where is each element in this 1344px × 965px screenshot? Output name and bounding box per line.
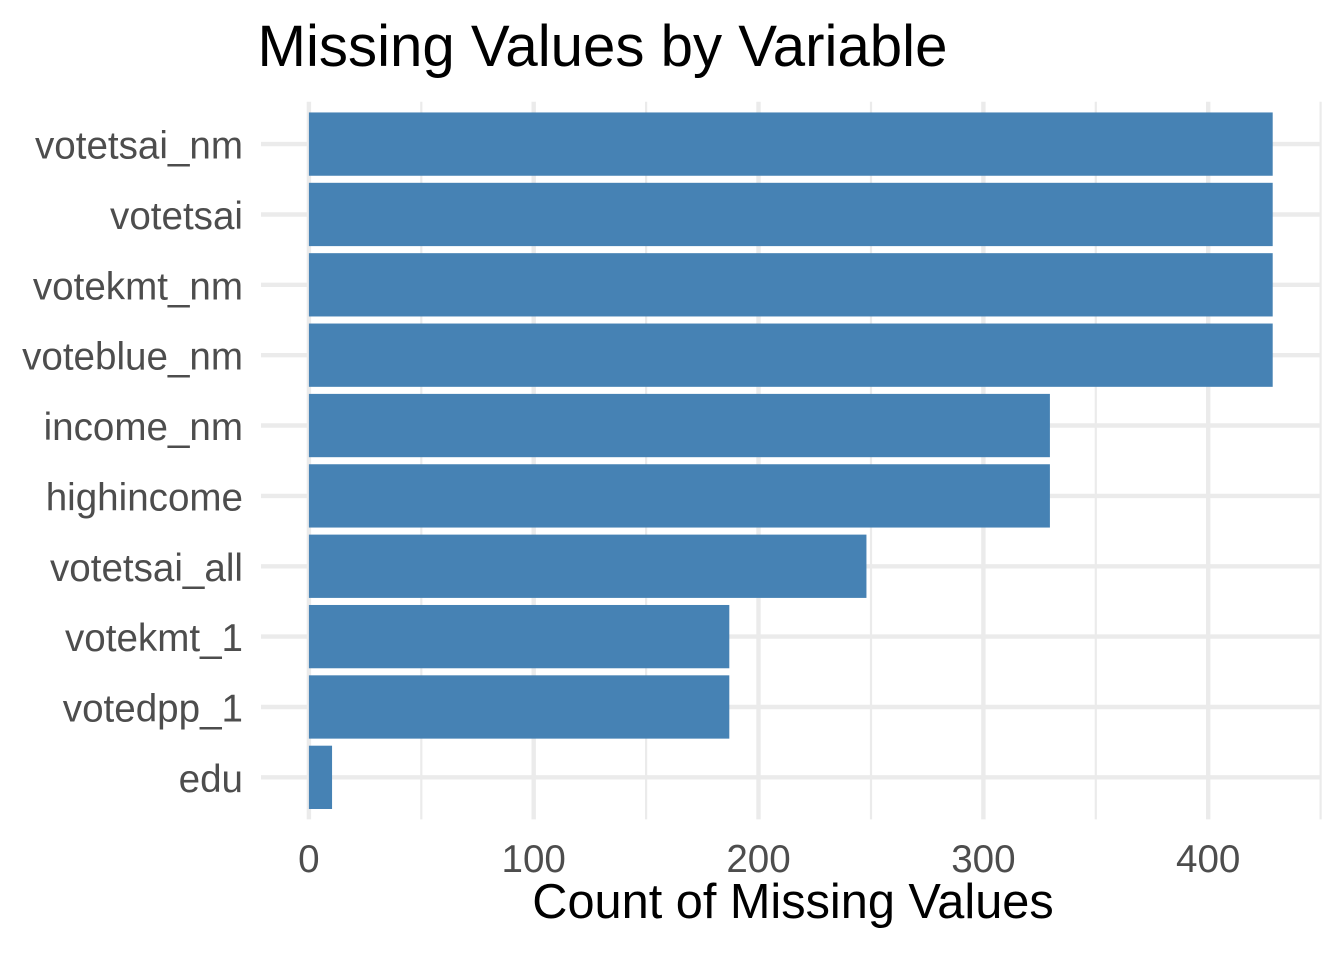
svg-text:200: 200	[726, 838, 790, 881]
svg-text:votedpp_1: votedpp_1	[63, 687, 243, 730]
svg-text:Count of Missing Values: Count of Missing Values	[532, 875, 1053, 929]
svg-text:300: 300	[951, 838, 1015, 881]
svg-text:Missing Values by Variable: Missing Values by Variable	[258, 14, 948, 79]
svg-text:votekmt_nm: votekmt_nm	[33, 265, 243, 308]
svg-text:400: 400	[1176, 838, 1240, 881]
svg-text:edu: edu	[179, 758, 243, 801]
svg-text:voteblue_nm: voteblue_nm	[22, 336, 243, 379]
svg-text:100: 100	[502, 838, 566, 881]
svg-text:highincome: highincome	[46, 476, 243, 519]
svg-text:0: 0	[298, 838, 319, 881]
svg-text:votekmt_1: votekmt_1	[65, 617, 243, 660]
svg-text:votetsai_all: votetsai_all	[50, 547, 243, 590]
svg-text:income_nm: income_nm	[44, 406, 243, 449]
svg-text:votetsai: votetsai	[110, 195, 243, 238]
svg-text:votetsai_nm: votetsai_nm	[35, 125, 243, 168]
